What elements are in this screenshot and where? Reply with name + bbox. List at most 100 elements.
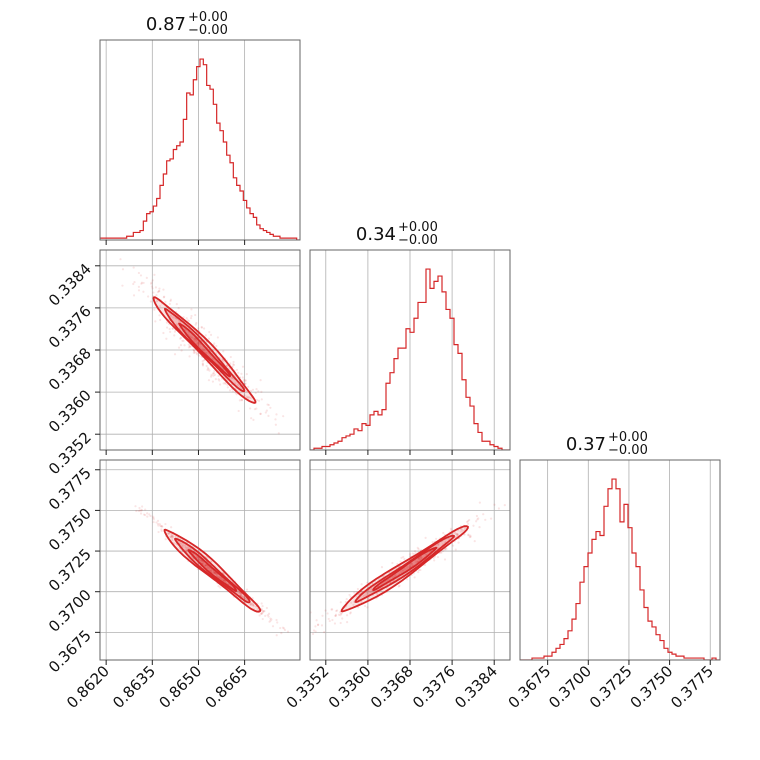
sample-point — [204, 564, 207, 567]
sample-point — [269, 619, 272, 622]
sample-point — [447, 537, 451, 540]
sample-point — [324, 609, 327, 612]
x-tick-label: 0.8635 — [109, 662, 159, 712]
sample-point — [366, 581, 369, 584]
sample-point — [184, 546, 187, 549]
sample-point — [244, 379, 247, 382]
sample-point — [357, 606, 360, 609]
sample-point — [469, 535, 472, 538]
sample-point — [232, 363, 236, 367]
sample-point — [398, 584, 401, 587]
sample-point — [443, 558, 447, 561]
sample-point — [440, 551, 443, 554]
contour-level-2 — [187, 549, 238, 592]
sample-point — [394, 574, 397, 577]
sample-point — [337, 613, 341, 616]
sample-point — [326, 612, 329, 615]
sample-point — [411, 552, 414, 555]
sample-point — [418, 558, 421, 561]
sample-point — [187, 343, 190, 346]
sample-point — [465, 520, 469, 524]
sample-point — [182, 316, 185, 319]
sample-point — [358, 592, 361, 595]
sample-point — [423, 563, 427, 567]
sample-point — [254, 391, 257, 395]
sample-point — [179, 337, 182, 340]
sample-point — [194, 323, 197, 326]
sample-point — [321, 614, 324, 617]
sample-point — [229, 355, 232, 359]
sample-point — [205, 351, 208, 355]
sample-point — [138, 506, 141, 510]
sample-point — [159, 304, 162, 308]
sample-point — [252, 603, 255, 606]
sample-point — [190, 336, 194, 339]
sample-point — [193, 349, 196, 352]
sample-point — [269, 617, 272, 620]
sample-point — [213, 571, 217, 574]
sample-point — [121, 268, 125, 271]
sample-point — [436, 555, 440, 559]
sample-point — [152, 520, 155, 524]
sample-point — [282, 627, 286, 630]
sample-point — [416, 560, 419, 563]
sample-point — [139, 274, 143, 277]
sample-point — [206, 368, 209, 372]
sample-point — [408, 564, 412, 568]
sample-point — [222, 579, 225, 582]
sample-point — [477, 517, 480, 520]
sample-point — [245, 598, 249, 602]
sample-point — [157, 290, 161, 293]
sample-point — [157, 530, 160, 534]
sample-point — [417, 548, 420, 551]
sample-point — [212, 570, 216, 573]
y-tick-label: 0.3360 — [45, 386, 95, 436]
sample-point — [230, 376, 233, 379]
sample-point — [204, 564, 208, 567]
sample-point — [206, 566, 209, 569]
x-tick-label: 0.3352 — [283, 662, 333, 712]
sample-point — [195, 352, 199, 356]
sample-point — [370, 588, 373, 591]
y-tick-label: 0.3376 — [45, 302, 95, 352]
sample-point — [244, 597, 247, 600]
sample-point — [190, 314, 193, 318]
sample-point — [218, 379, 221, 382]
sample-point — [193, 349, 196, 352]
sample-point — [192, 338, 196, 341]
sample-point — [204, 564, 207, 567]
sample-point — [349, 595, 352, 598]
sample-point — [463, 533, 466, 536]
sample-point — [158, 314, 161, 317]
sample-point — [345, 620, 349, 624]
sample-point — [205, 566, 208, 569]
sample-point — [137, 271, 140, 275]
sample-point — [249, 396, 252, 400]
sample-point — [201, 363, 204, 366]
sample-point — [239, 385, 242, 388]
sample-point — [153, 308, 156, 311]
sample-point — [200, 559, 203, 562]
sample-point — [362, 594, 366, 597]
sample-point — [171, 537, 174, 540]
sample-point — [229, 362, 232, 365]
sample-point — [224, 580, 227, 583]
sample-point — [146, 515, 149, 518]
sample-point — [247, 385, 250, 388]
sample-point — [200, 326, 203, 329]
sample-point — [213, 373, 216, 376]
sample-point — [403, 567, 406, 570]
sample-point — [159, 318, 162, 322]
sample-point — [170, 534, 173, 537]
sample-point — [242, 595, 245, 598]
y-tick-label: 0.3675 — [45, 626, 95, 676]
sample-point — [268, 620, 271, 623]
sample-point — [173, 334, 176, 337]
sample-point — [366, 591, 369, 594]
sample-point — [349, 612, 352, 615]
sample-point — [190, 335, 193, 339]
sample-point — [185, 549, 188, 552]
sample-point — [215, 574, 219, 577]
sample-point — [210, 560, 213, 563]
sample-point — [198, 558, 201, 562]
